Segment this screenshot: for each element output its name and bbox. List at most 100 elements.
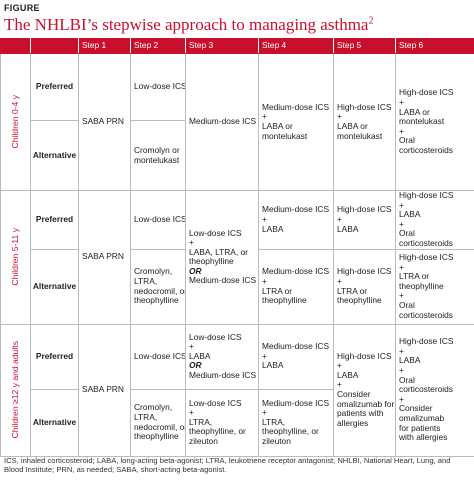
header-cell: Step 4 bbox=[258, 38, 334, 54]
cell-line: + bbox=[337, 213, 342, 224]
cell-line: Oral bbox=[399, 374, 415, 385]
cell-line: + bbox=[337, 111, 342, 122]
table-cell: Cromolyn or montelukast bbox=[130, 120, 186, 191]
title-superscript: 2 bbox=[368, 15, 374, 27]
cell-line: corticosteroids bbox=[399, 237, 453, 248]
table-cell: High-dose ICS + LABA bbox=[333, 190, 396, 250]
cell-line: High-dose ICS bbox=[399, 251, 454, 262]
cell-line: Medium-dose ICS bbox=[262, 397, 330, 408]
cell-line: zileuton bbox=[262, 435, 291, 446]
cell-line: Cromolyn, bbox=[134, 402, 173, 413]
cell-line: Cromolyn or bbox=[134, 144, 180, 155]
cell-line: omalizumab bbox=[399, 413, 445, 424]
table-cell: SABA PRN bbox=[78, 190, 131, 325]
cell-line: Low-dose ICS bbox=[189, 397, 242, 408]
cell-line: Low-dose ICS bbox=[189, 331, 242, 342]
cell-line: Oral bbox=[399, 228, 415, 239]
cell-line: Low-dose ICS bbox=[134, 81, 186, 92]
cell-line: LTRA or bbox=[337, 285, 368, 296]
header-blank bbox=[30, 38, 79, 54]
table-cell: Medium-dose ICS + LABA bbox=[258, 323, 334, 390]
cell-line: LABA bbox=[399, 209, 421, 220]
cell-line: + bbox=[337, 379, 342, 390]
cell-line: SABA PRN bbox=[82, 384, 124, 395]
cell-line: LTRA, bbox=[134, 275, 158, 286]
table-cell: Medium-dose ICS + LTRA or theophylline bbox=[258, 248, 334, 325]
table-cell: SABA PRN bbox=[78, 323, 131, 457]
cell-line: LABA, LTRA, or bbox=[189, 246, 248, 257]
cell-line: LABA bbox=[262, 223, 284, 234]
group-label: Children 0-4 y bbox=[9, 95, 20, 149]
cell-line: Low-dose ICS bbox=[134, 350, 186, 361]
cell-line: + bbox=[399, 393, 404, 404]
cell-line: theophylline bbox=[134, 295, 179, 306]
header-cell: Step 3 bbox=[185, 38, 259, 54]
cell-line: + bbox=[189, 407, 194, 418]
table-cell: Medium-dose ICS bbox=[185, 53, 259, 191]
cell-line: SABA PRN bbox=[82, 116, 124, 127]
group-label-cell: Children 5-11 y bbox=[0, 190, 31, 325]
cell-line: Oral bbox=[399, 299, 415, 310]
cell-line: theophylline bbox=[399, 280, 444, 291]
table-cell: Medium-dose ICS + LABA or montelukast bbox=[258, 53, 334, 191]
cell-line: SABA PRN bbox=[82, 251, 124, 262]
cell-line: LABA bbox=[399, 355, 421, 366]
cell-line: + bbox=[262, 213, 267, 224]
cell-line: + bbox=[262, 350, 267, 361]
table-cell: High-dose ICS + LABA or montelukast bbox=[333, 53, 396, 191]
cell-line: + bbox=[399, 261, 404, 272]
cell-line: montelukast bbox=[399, 116, 445, 127]
cell-line: LTRA or bbox=[262, 285, 293, 296]
cell-line: Low-dose ICS bbox=[134, 213, 186, 224]
cell-line: Medium-dose ICS bbox=[262, 204, 330, 215]
header-cell: Step 5 bbox=[333, 38, 396, 54]
cell-line: with allergies bbox=[399, 432, 448, 443]
cell-line: Medium-dose ICS bbox=[262, 101, 330, 112]
table-cell: Cromolyn, LTRA, nedocromil, or theophylline bbox=[130, 248, 186, 325]
cell-line: High-dose ICS bbox=[337, 204, 392, 215]
title-text: The NHLBI’s stepwise approach to managin… bbox=[4, 15, 369, 34]
header-blank bbox=[0, 38, 31, 54]
table-cell: High-dose ICS + LABA or montelukast + Oral cor… bbox=[395, 53, 474, 191]
cell-line: High-dose ICS bbox=[337, 266, 392, 277]
header-cell: Step 1 bbox=[78, 38, 131, 54]
cell-line: + bbox=[262, 111, 267, 122]
cell-line: High-dose ICS bbox=[399, 336, 454, 347]
cell-line: Medium-dose ICS bbox=[189, 116, 257, 127]
table-row: Children ≥12 y and adults Preferred SABA P… bbox=[0, 323, 474, 457]
cell-line: Medium-dose ICS bbox=[262, 341, 330, 352]
cell-line: montelukast bbox=[262, 130, 308, 141]
cell-line: zileuton bbox=[189, 435, 218, 446]
cell-line: Consider bbox=[399, 403, 433, 414]
table-row: Alternative Cromolyn, LTRA, nedocromil, or t… bbox=[1, 388, 474, 457]
group-label-cell: Children ≥12 y and adults bbox=[0, 323, 31, 457]
table-row: Alternative Cromolyn or montelukast bbox=[1, 120, 474, 191]
table-row: Children 0-4 y Preferred SABA PRN Low-dose … bbox=[0, 53, 474, 191]
table-row: Children 5-11 y Preferred SABA PRN Low-dose… bbox=[0, 190, 474, 325]
cell-line: LTRA, bbox=[189, 416, 213, 427]
cell-line: Oral bbox=[399, 135, 415, 146]
cell-line: LTRA, bbox=[134, 411, 158, 422]
title: The NHLBI’s stepwise approach to managin… bbox=[4, 15, 373, 35]
header-cell: Step 2 bbox=[130, 38, 186, 54]
cell-line: + bbox=[337, 360, 342, 371]
footnote: ICS, inhaled corticosteroid; LABA, long-… bbox=[4, 456, 451, 474]
row-label: Alternative bbox=[30, 388, 79, 457]
cell-line: + bbox=[399, 97, 404, 108]
cell-line: OR bbox=[189, 265, 202, 276]
cell-line: corticosteroids bbox=[399, 309, 453, 320]
group-label: Children 5-11 y bbox=[9, 228, 20, 287]
cell-line: theophylline, or bbox=[189, 426, 246, 437]
cell-line: High-dose ICS bbox=[399, 190, 454, 200]
table-cell: Cromolyn, LTRA, nedocromil, or theophylline bbox=[130, 388, 186, 457]
cell-line: Medium-dose ICS bbox=[189, 369, 257, 380]
group-label: Children ≥12 y and adults bbox=[9, 341, 20, 439]
cell-line: theophylline, or bbox=[262, 426, 319, 437]
cell-line: LABA or bbox=[399, 106, 430, 117]
cell-line: for patients bbox=[399, 422, 441, 433]
header-cell: Step 6 bbox=[395, 38, 474, 54]
cell-line: theophylline bbox=[337, 295, 382, 306]
cell-line: Cromolyn, bbox=[134, 266, 173, 277]
header-row: Step 1 Step 2 Step 3 Step 4 Step 5 Step 6 bbox=[0, 38, 474, 54]
cell-line: + bbox=[399, 365, 404, 376]
